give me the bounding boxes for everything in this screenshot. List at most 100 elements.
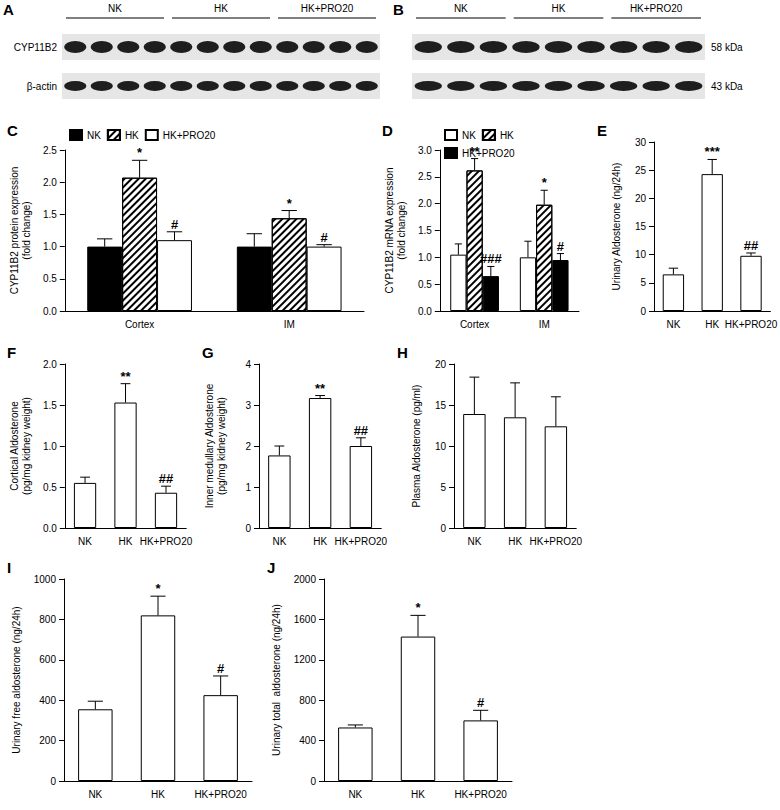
svg-text:#: # xyxy=(217,661,225,676)
svg-text:2.5: 2.5 xyxy=(418,171,432,182)
svg-text:0: 0 xyxy=(245,523,251,534)
svg-text:HK: HK xyxy=(705,319,719,330)
svg-text:NK: NK xyxy=(78,536,92,547)
svg-text:Plasma Aldosterone (pg/ml): Plasma Aldosterone (pg/ml) xyxy=(411,385,422,508)
svg-text:800: 800 xyxy=(299,695,316,706)
svg-text:0.5: 0.5 xyxy=(418,279,432,290)
svg-text:HK+PRO20: HK+PRO20 xyxy=(454,789,507,800)
svg-text:##: ## xyxy=(744,238,759,253)
svg-text:**: ** xyxy=(470,144,481,159)
svg-text:30: 30 xyxy=(635,137,647,148)
svg-text:(pg/mg kidney weight): (pg/mg kidney weight) xyxy=(21,397,32,495)
svg-text:0.0: 0.0 xyxy=(43,306,57,317)
svg-text:15: 15 xyxy=(435,400,447,411)
svg-text:1.5: 1.5 xyxy=(418,225,432,236)
svg-text:1.0: 1.0 xyxy=(43,441,57,452)
svg-text:15: 15 xyxy=(635,221,647,232)
svg-text:*: * xyxy=(542,175,548,190)
svg-text:HK+PRO20: HK+PRO20 xyxy=(301,3,354,14)
svg-text:I: I xyxy=(7,559,11,576)
svg-text:HK: HK xyxy=(411,789,425,800)
svg-text:C: C xyxy=(7,122,18,139)
svg-text:CYP11B2 protein expression: CYP11B2 protein expression xyxy=(9,167,20,295)
svg-text:*: * xyxy=(287,196,293,211)
svg-text:Urinary total aldosterone (ng: Urinary total aldosterone (ng/24h) xyxy=(271,604,282,756)
svg-text:2000: 2000 xyxy=(294,574,317,585)
svg-text:HK: HK xyxy=(508,536,522,547)
svg-text:F: F xyxy=(7,344,16,361)
svg-text:0.5: 0.5 xyxy=(43,482,57,493)
svg-text:HK+PRO20: HK+PRO20 xyxy=(140,536,193,547)
svg-text:10: 10 xyxy=(635,249,647,260)
svg-text:#: # xyxy=(171,217,179,232)
svg-text:0.0: 0.0 xyxy=(418,306,432,317)
svg-text:(fold change): (fold change) xyxy=(396,201,407,259)
svg-text:1200: 1200 xyxy=(294,654,317,665)
svg-text:20: 20 xyxy=(435,359,447,370)
svg-text:##: ## xyxy=(354,423,369,438)
svg-text:3.0: 3.0 xyxy=(418,145,432,156)
svg-text:1: 1 xyxy=(245,482,251,493)
svg-text:NK: NK xyxy=(87,130,101,141)
svg-text:600: 600 xyxy=(39,654,56,665)
svg-text:0: 0 xyxy=(640,306,646,317)
svg-text:1.0: 1.0 xyxy=(43,241,57,252)
svg-text:Cortex: Cortex xyxy=(125,319,154,330)
svg-text:A: A xyxy=(3,1,14,18)
svg-text:1600: 1600 xyxy=(294,614,317,625)
svg-text:*: * xyxy=(415,600,421,615)
svg-text:2: 2 xyxy=(245,441,251,452)
svg-text:#: # xyxy=(477,695,485,710)
svg-text:NK: NK xyxy=(462,130,476,141)
svg-text:(pg/mg kidney weight): (pg/mg kidney weight) xyxy=(216,397,227,495)
svg-text:200: 200 xyxy=(39,735,56,746)
svg-text:HK: HK xyxy=(552,3,566,14)
svg-text:J: J xyxy=(267,559,275,576)
svg-text:CYP11B2 mRNA expression: CYP11B2 mRNA expression xyxy=(384,168,395,294)
svg-text:2.0: 2.0 xyxy=(418,198,432,209)
svg-text:*: * xyxy=(137,145,143,160)
svg-text:HK: HK xyxy=(119,536,133,547)
svg-text:NK: NK xyxy=(454,3,468,14)
svg-text:5: 5 xyxy=(440,482,446,493)
svg-text:HK+PRO20: HK+PRO20 xyxy=(725,319,778,330)
svg-text:Inner medullary Aldosterone: Inner medullary Aldosterone xyxy=(204,383,215,508)
svg-text:0.5: 0.5 xyxy=(43,273,57,284)
svg-text:#: # xyxy=(320,230,328,245)
svg-text:**: ** xyxy=(120,369,131,384)
svg-text:800: 800 xyxy=(39,614,56,625)
svg-text:20: 20 xyxy=(635,193,647,204)
svg-text:2.0: 2.0 xyxy=(43,359,57,370)
svg-text:0: 0 xyxy=(310,776,316,787)
svg-text:B: B xyxy=(393,1,404,18)
svg-text:1000: 1000 xyxy=(34,574,57,585)
svg-text:IM: IM xyxy=(539,319,550,330)
svg-text:Cortical Aldosterone: Cortical Aldosterone xyxy=(9,401,20,491)
svg-text:#: # xyxy=(557,239,565,254)
svg-text:Urinary Aldosterone (ng/24h): Urinary Aldosterone (ng/24h) xyxy=(611,163,622,291)
svg-text:HK: HK xyxy=(151,789,165,800)
svg-text:HK+PRO20: HK+PRO20 xyxy=(335,536,388,547)
svg-text:D: D xyxy=(382,122,393,139)
svg-text:(fold change): (fold change) xyxy=(21,201,32,259)
svg-text:2.5: 2.5 xyxy=(43,145,57,156)
svg-text:4: 4 xyxy=(245,359,251,370)
svg-text:Cortex: Cortex xyxy=(460,319,489,330)
svg-text:HK: HK xyxy=(313,536,327,547)
svg-text:Urinary free aldosterone (ng/2: Urinary free aldosterone (ng/24h) xyxy=(11,606,22,753)
svg-text:10: 10 xyxy=(435,441,447,452)
svg-text:400: 400 xyxy=(299,735,316,746)
svg-text:43 kDa: 43 kDa xyxy=(711,81,743,92)
svg-text:***: *** xyxy=(705,144,721,159)
svg-text:NK: NK xyxy=(108,3,122,14)
svg-text:HK: HK xyxy=(500,130,514,141)
svg-text:E: E xyxy=(597,122,607,139)
svg-text:###: ### xyxy=(480,251,502,266)
svg-text:H: H xyxy=(397,344,408,361)
svg-text:HK+PRO20: HK+PRO20 xyxy=(630,3,683,14)
svg-text:2.0: 2.0 xyxy=(43,177,57,188)
svg-text:0: 0 xyxy=(50,776,56,787)
svg-text:5: 5 xyxy=(640,277,646,288)
svg-text:CYP11B2: CYP11B2 xyxy=(14,42,58,53)
svg-text:0.0: 0.0 xyxy=(43,523,57,534)
